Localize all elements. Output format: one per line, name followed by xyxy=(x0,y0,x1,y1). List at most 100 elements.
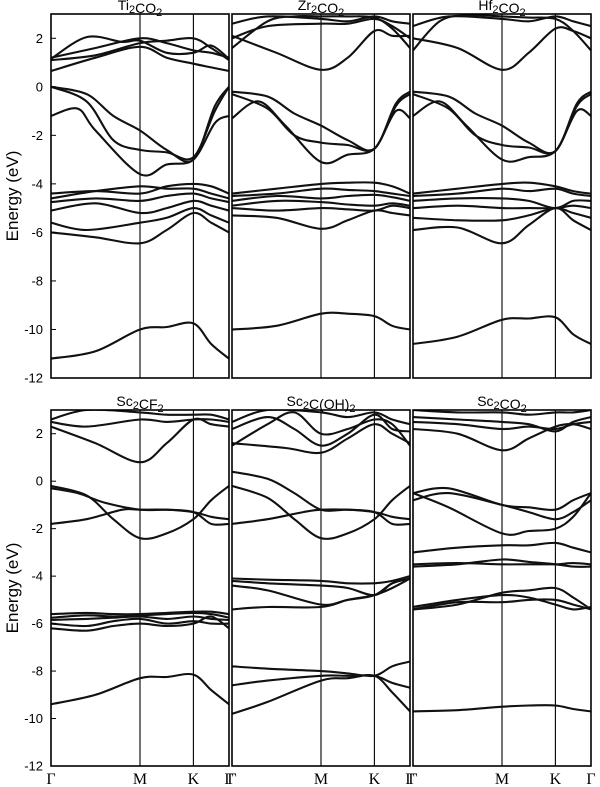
band-line-7 xyxy=(413,541,591,554)
y-tick-label: 2 xyxy=(36,31,43,46)
band-line-5 xyxy=(51,192,229,204)
k-point-label: Γ xyxy=(405,771,414,787)
band-line-14 xyxy=(232,410,410,426)
band-line-4 xyxy=(413,586,591,611)
band-line-3 xyxy=(413,593,591,611)
panel-title: Sc2CF2 xyxy=(116,393,163,415)
panel-sc2cf2: Sc2CF2 2 0 -2 -4 -6 -8 -10 -12 Energy (eV) Γ M K Γ xyxy=(3,393,234,787)
band-line-7 xyxy=(51,182,229,195)
band-line-5 xyxy=(413,558,591,568)
band-line-3 xyxy=(51,617,229,628)
band-line-12 xyxy=(413,420,591,431)
y-tick-label: 0 xyxy=(36,474,43,489)
panel-frame xyxy=(231,13,411,379)
band-line-7 xyxy=(232,575,410,585)
k-point-label: Γ xyxy=(227,771,236,787)
band-line-13 xyxy=(413,416,591,433)
band-line-10 xyxy=(232,90,410,152)
band-line-3 xyxy=(413,207,591,222)
band-line-7 xyxy=(232,181,410,195)
y-axis-label: Energy (eV) xyxy=(3,151,22,242)
k-point-label: K xyxy=(550,771,562,787)
band-line-6 xyxy=(413,187,591,198)
y-tick-label: -2 xyxy=(31,128,43,143)
band-line-8 xyxy=(413,100,591,163)
band-line-5 xyxy=(413,197,591,210)
band-line-1 xyxy=(51,672,229,706)
band-line-13 xyxy=(232,413,410,447)
band-line-12 xyxy=(51,36,229,62)
panel-title: Sc2CO2 xyxy=(477,393,527,415)
y-tick-label: -4 xyxy=(31,569,43,584)
y-tick-label: -6 xyxy=(31,616,43,631)
panel-hf2co2: Hf2CO2 xyxy=(412,0,592,379)
panel-frame xyxy=(412,13,592,379)
band-line-4 xyxy=(413,204,591,210)
band-line-6 xyxy=(413,562,591,566)
k-point-label: K xyxy=(369,771,381,787)
y-tick-label: -4 xyxy=(31,176,43,191)
y-tick-label: 2 xyxy=(36,426,43,441)
y-tick-label: 0 xyxy=(36,79,43,94)
y-tick-label: -2 xyxy=(31,521,43,536)
band-group xyxy=(232,410,410,715)
band-line-3 xyxy=(51,207,229,232)
band-line-9 xyxy=(232,484,410,540)
band-line-1 xyxy=(51,321,229,360)
band-group xyxy=(413,410,591,713)
band-line-14 xyxy=(51,35,229,60)
band-line-6 xyxy=(232,187,410,198)
band-line-5 xyxy=(232,193,410,202)
band-line-9 xyxy=(51,85,229,161)
band-line-14 xyxy=(413,410,591,416)
band-line-4 xyxy=(51,199,229,215)
band-line-1 xyxy=(232,674,410,715)
band-line-9 xyxy=(413,492,591,521)
band-line-1 xyxy=(232,311,410,331)
band-line-13 xyxy=(232,15,410,25)
band-line-7 xyxy=(413,181,591,195)
band-line-1 xyxy=(413,315,591,346)
band-line-8 xyxy=(232,508,410,526)
band-line-3 xyxy=(232,204,410,212)
y-tick-label: -8 xyxy=(31,664,43,679)
panel-frame xyxy=(231,409,411,767)
panel-frame xyxy=(50,409,230,767)
panel-frame xyxy=(50,13,230,379)
band-line-9 xyxy=(51,487,229,521)
band-line-11 xyxy=(51,45,229,73)
k-point-label: M xyxy=(133,771,147,787)
y-tick-label: -6 xyxy=(31,225,43,240)
band-line-6 xyxy=(51,610,229,616)
band-line-2 xyxy=(413,598,591,611)
y-tick-label: -8 xyxy=(31,273,43,288)
k-point-label: Γ xyxy=(408,771,417,787)
panel-title: Zr2CO2 xyxy=(298,0,344,19)
band-line-8 xyxy=(232,100,410,165)
panel-zr2co2: Zr2CO2 xyxy=(231,0,411,379)
band-line-10 xyxy=(51,417,229,464)
panel-title: Ti2CO2 xyxy=(118,0,162,19)
band-line-10 xyxy=(413,90,591,155)
band-line-11 xyxy=(51,418,229,428)
band-line-4 xyxy=(232,199,410,207)
band-line-10 xyxy=(232,470,410,521)
band-line-2 xyxy=(413,207,591,245)
band-line-2 xyxy=(51,615,229,632)
band-group xyxy=(51,35,229,360)
band-line-5 xyxy=(51,611,229,619)
band-line-11 xyxy=(232,423,410,455)
band-group xyxy=(232,14,410,331)
band-line-8 xyxy=(413,492,591,536)
y-tick-label: -12 xyxy=(24,759,43,774)
k-point-label: Γ xyxy=(224,771,233,787)
panel-sc2co2: Sc2CO2 Γ M K Γ xyxy=(408,393,595,787)
band-line-12 xyxy=(232,411,410,447)
band-line-13 xyxy=(413,14,591,52)
k-point-label: M xyxy=(314,771,328,787)
k-point-label: Γ xyxy=(46,771,55,787)
band-line-10 xyxy=(51,85,229,163)
band-line-11 xyxy=(232,29,410,71)
y-tick-label: -12 xyxy=(24,371,43,386)
